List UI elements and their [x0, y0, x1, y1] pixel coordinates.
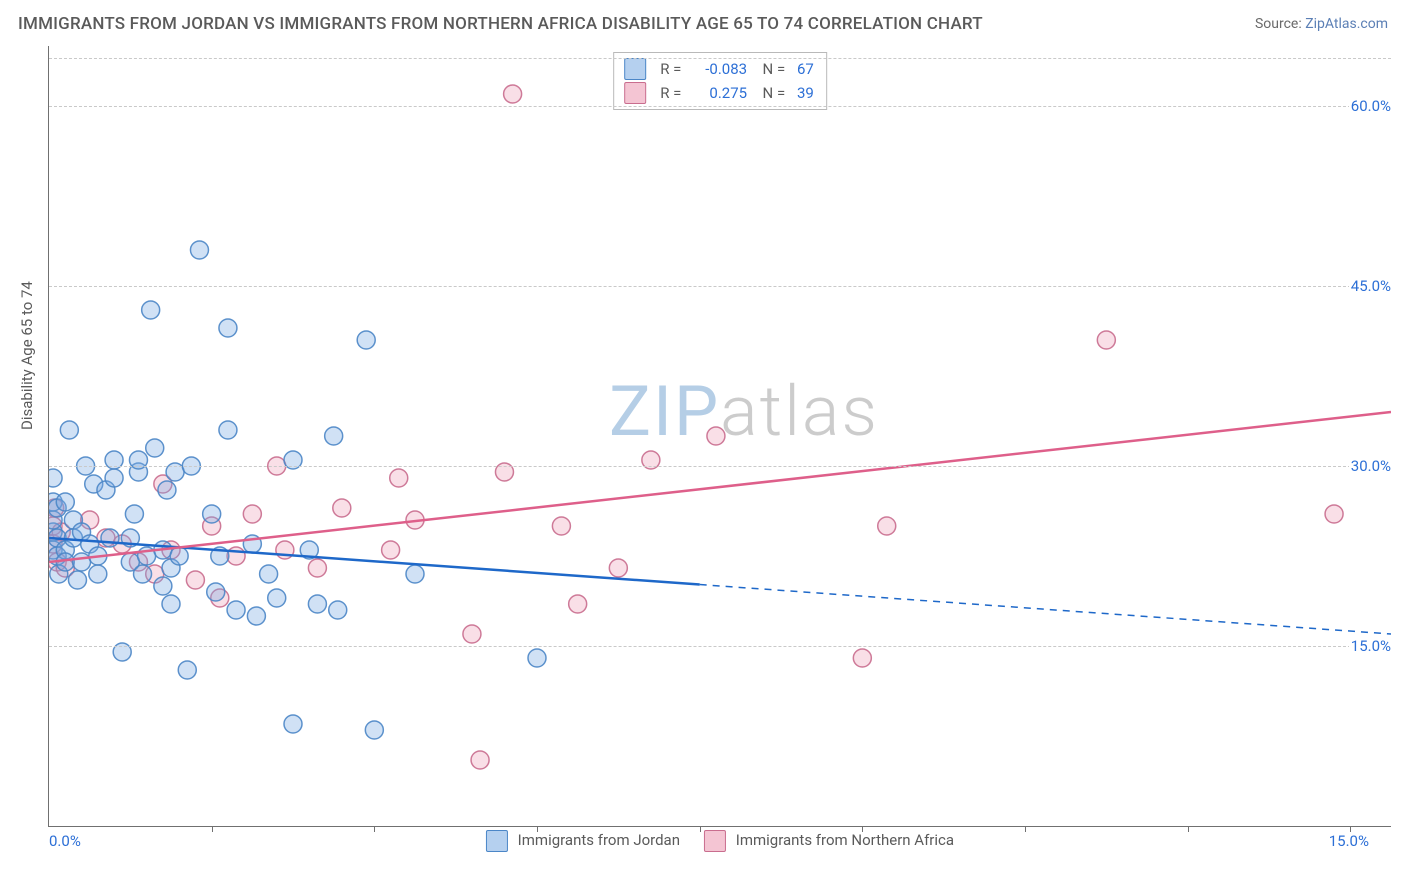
legend-swatch	[486, 830, 508, 852]
stat-n: 67	[797, 57, 814, 81]
y-tick-label: 45.0%	[1349, 277, 1393, 295]
chart-title: IMMIGRANTS FROM JORDAN VS IMMIGRANTS FRO…	[18, 14, 983, 34]
y-tick-label: 30.0%	[1349, 457, 1393, 475]
x-tick-mark	[862, 826, 863, 832]
legend-label: Immigrants from Northern Africa	[736, 831, 954, 849]
x-tick-mark	[700, 826, 701, 832]
stats-row: R = 0.275 N = 39	[624, 81, 814, 105]
stats-legend: R = -0.083 N = 67 R = 0.275 N = 39	[613, 52, 827, 110]
legend-swatch	[624, 82, 646, 104]
gridline	[49, 106, 1391, 107]
gridline	[49, 286, 1391, 287]
x-tick-mark	[1025, 826, 1026, 832]
y-axis-label: Disability Age 65 to 74	[18, 281, 36, 430]
gridline	[49, 466, 1391, 467]
gridline	[49, 58, 1391, 59]
stat-r: 0.275	[693, 81, 747, 105]
series-legend: Immigrants from Jordan Immigrants from N…	[486, 830, 954, 852]
chart-svg	[49, 46, 1391, 826]
x-tick-mark	[212, 826, 213, 832]
legend-swatch	[704, 830, 726, 852]
legend-item: Immigrants from Northern Africa	[704, 830, 954, 852]
x-tick-label: 15.0%	[1329, 832, 1369, 850]
source-credit: Source: ZipAtlas.com	[1255, 16, 1388, 32]
legend-swatch	[624, 58, 646, 80]
y-tick-label: 15.0%	[1349, 637, 1393, 655]
gridline	[49, 646, 1391, 647]
source-label: Source:	[1255, 16, 1305, 32]
legend-item: Immigrants from Jordan	[486, 830, 680, 852]
source-link: ZipAtlas.com	[1305, 16, 1388, 32]
stats-row: R = -0.083 N = 67	[624, 57, 814, 81]
stat-r: -0.083	[693, 57, 747, 81]
x-tick-mark	[1188, 826, 1189, 832]
legend-label: Immigrants from Jordan	[518, 831, 680, 849]
x-tick-label: 0.0%	[49, 832, 81, 850]
stat-n: 39	[797, 81, 814, 105]
x-tick-mark	[537, 826, 538, 832]
plot-area: ZIPatlas R = -0.083 N = 67 R = 0.275 N =…	[48, 46, 1391, 827]
x-tick-mark	[374, 826, 375, 832]
y-tick-label: 60.0%	[1349, 97, 1393, 115]
